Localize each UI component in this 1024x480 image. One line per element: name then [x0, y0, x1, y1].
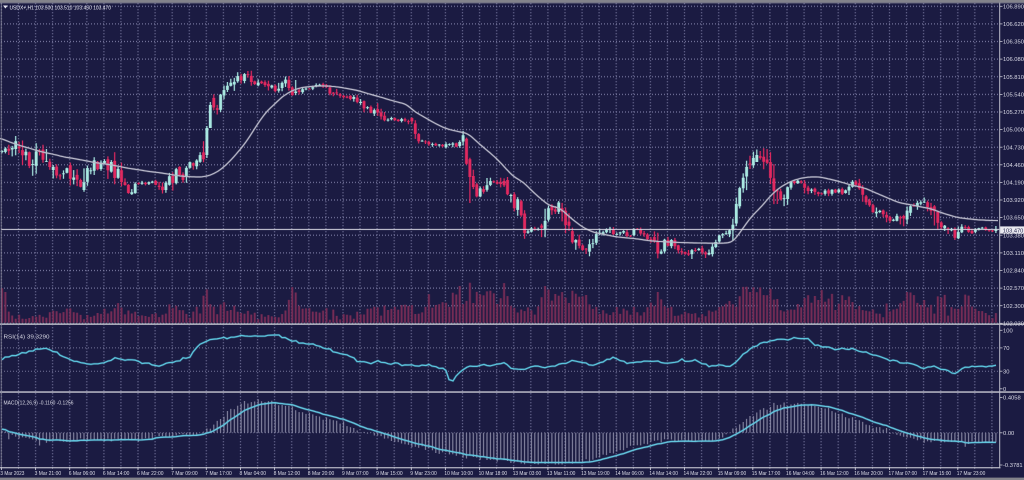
svg-text:10 Mar 18:00: 10 Mar 18:00 — [479, 471, 508, 477]
svg-text:0: 0 — [1003, 387, 1006, 393]
svg-text:14 Mar 14:00: 14 Mar 14:00 — [649, 471, 678, 477]
svg-text:14 Mar 22:00: 14 Mar 22:00 — [684, 471, 713, 477]
svg-text:8 Mar 04:00: 8 Mar 04:00 — [240, 471, 267, 477]
svg-text:30: 30 — [1003, 369, 1009, 375]
svg-text:106.350: 106.350 — [1003, 40, 1024, 46]
svg-text:USDX+,H1 103.500 103.510 103.: USDX+,H1 103.500 103.510 103.450 103.470 — [10, 5, 112, 11]
svg-text:9 Mar 23:00: 9 Mar 23:00 — [410, 471, 437, 477]
svg-text:6 Mar 06:00: 6 Mar 06:00 — [69, 471, 96, 477]
svg-text:106.890: 106.890 — [1003, 4, 1024, 10]
svg-text:102.840: 102.840 — [1003, 269, 1024, 275]
svg-text:-0.3781: -0.3781 — [1003, 463, 1023, 469]
svg-text:103.650: 103.650 — [1003, 216, 1024, 222]
svg-text:8 Mar 20:00: 8 Mar 20:00 — [308, 471, 335, 477]
svg-text:0.4058: 0.4058 — [1003, 396, 1021, 402]
svg-text:8 Mar 12:00: 8 Mar 12:00 — [274, 471, 301, 477]
svg-text:15 Mar 17:00: 15 Mar 17:00 — [752, 471, 781, 477]
svg-text:9 Mar 15:00: 9 Mar 15:00 — [376, 471, 403, 477]
svg-text:104.190: 104.190 — [1003, 181, 1024, 187]
svg-text:17 Mar 15:00: 17 Mar 15:00 — [923, 471, 952, 477]
svg-text:106.620: 106.620 — [1003, 22, 1024, 28]
svg-text:105.000: 105.000 — [1003, 128, 1024, 134]
svg-text:6 Mar 22:00: 6 Mar 22:00 — [137, 471, 164, 477]
svg-text:13 Mar 03:00: 13 Mar 03:00 — [513, 471, 542, 477]
svg-text:13 Mar 19:00: 13 Mar 19:00 — [581, 471, 610, 477]
svg-text:10 Mar 10:00: 10 Mar 10:00 — [444, 471, 473, 477]
svg-text:104.730: 104.730 — [1003, 145, 1024, 151]
svg-text:103.470: 103.470 — [1003, 228, 1024, 234]
svg-text:106.080: 106.080 — [1003, 57, 1024, 63]
svg-text:9 Mar 07:00: 9 Mar 07:00 — [342, 471, 369, 477]
svg-text:103.380: 103.380 — [1003, 233, 1024, 239]
svg-text:70: 70 — [1003, 346, 1009, 352]
svg-text:6 Mar 14:00: 6 Mar 14:00 — [103, 471, 129, 477]
svg-text:102.570: 102.570 — [1003, 286, 1024, 292]
svg-text:16 Mar 04:00: 16 Mar 04:00 — [786, 471, 815, 477]
svg-text:103.920: 103.920 — [1003, 198, 1024, 204]
svg-text:16 Mar 20:00: 16 Mar 20:00 — [854, 471, 883, 477]
svg-text:3 Mar 2023: 3 Mar 2023 — [0, 471, 24, 477]
svg-text:105.270: 105.270 — [1003, 110, 1024, 116]
svg-text:104.460: 104.460 — [1003, 163, 1024, 169]
svg-text:102.030: 102.030 — [1003, 321, 1024, 327]
svg-text:105.540: 105.540 — [1003, 93, 1024, 99]
svg-text:7 Mar 17:00: 7 Mar 17:00 — [205, 471, 232, 477]
svg-text:102.300: 102.300 — [1003, 304, 1024, 310]
svg-text:103.110: 103.110 — [1003, 251, 1024, 257]
svg-text:0.00: 0.00 — [1003, 431, 1014, 437]
svg-text:17 Mar 07:00: 17 Mar 07:00 — [889, 471, 918, 477]
svg-text:16 Mar 12:00: 16 Mar 12:00 — [820, 471, 849, 477]
svg-text:15 Mar 09:00: 15 Mar 09:00 — [718, 471, 747, 477]
svg-text:MACD(12,26,9) -0.1160 -0.1256: MACD(12,26,9) -0.1160 -0.1256 — [4, 400, 74, 406]
svg-text:3 Mar 21:00: 3 Mar 21:00 — [35, 471, 62, 477]
svg-text:100: 100 — [1003, 328, 1013, 334]
svg-text:RSI(14) 39.3290: RSI(14) 39.3290 — [4, 334, 50, 340]
svg-text:7 Mar 09:00: 7 Mar 09:00 — [171, 471, 198, 477]
svg-text:13 Mar 11:00: 13 Mar 11:00 — [547, 471, 576, 477]
svg-text:14 Mar 06:00: 14 Mar 06:00 — [615, 471, 644, 477]
svg-text:105.810: 105.810 — [1003, 75, 1024, 81]
svg-text:17 Mar 23:00: 17 Mar 23:00 — [957, 471, 986, 477]
